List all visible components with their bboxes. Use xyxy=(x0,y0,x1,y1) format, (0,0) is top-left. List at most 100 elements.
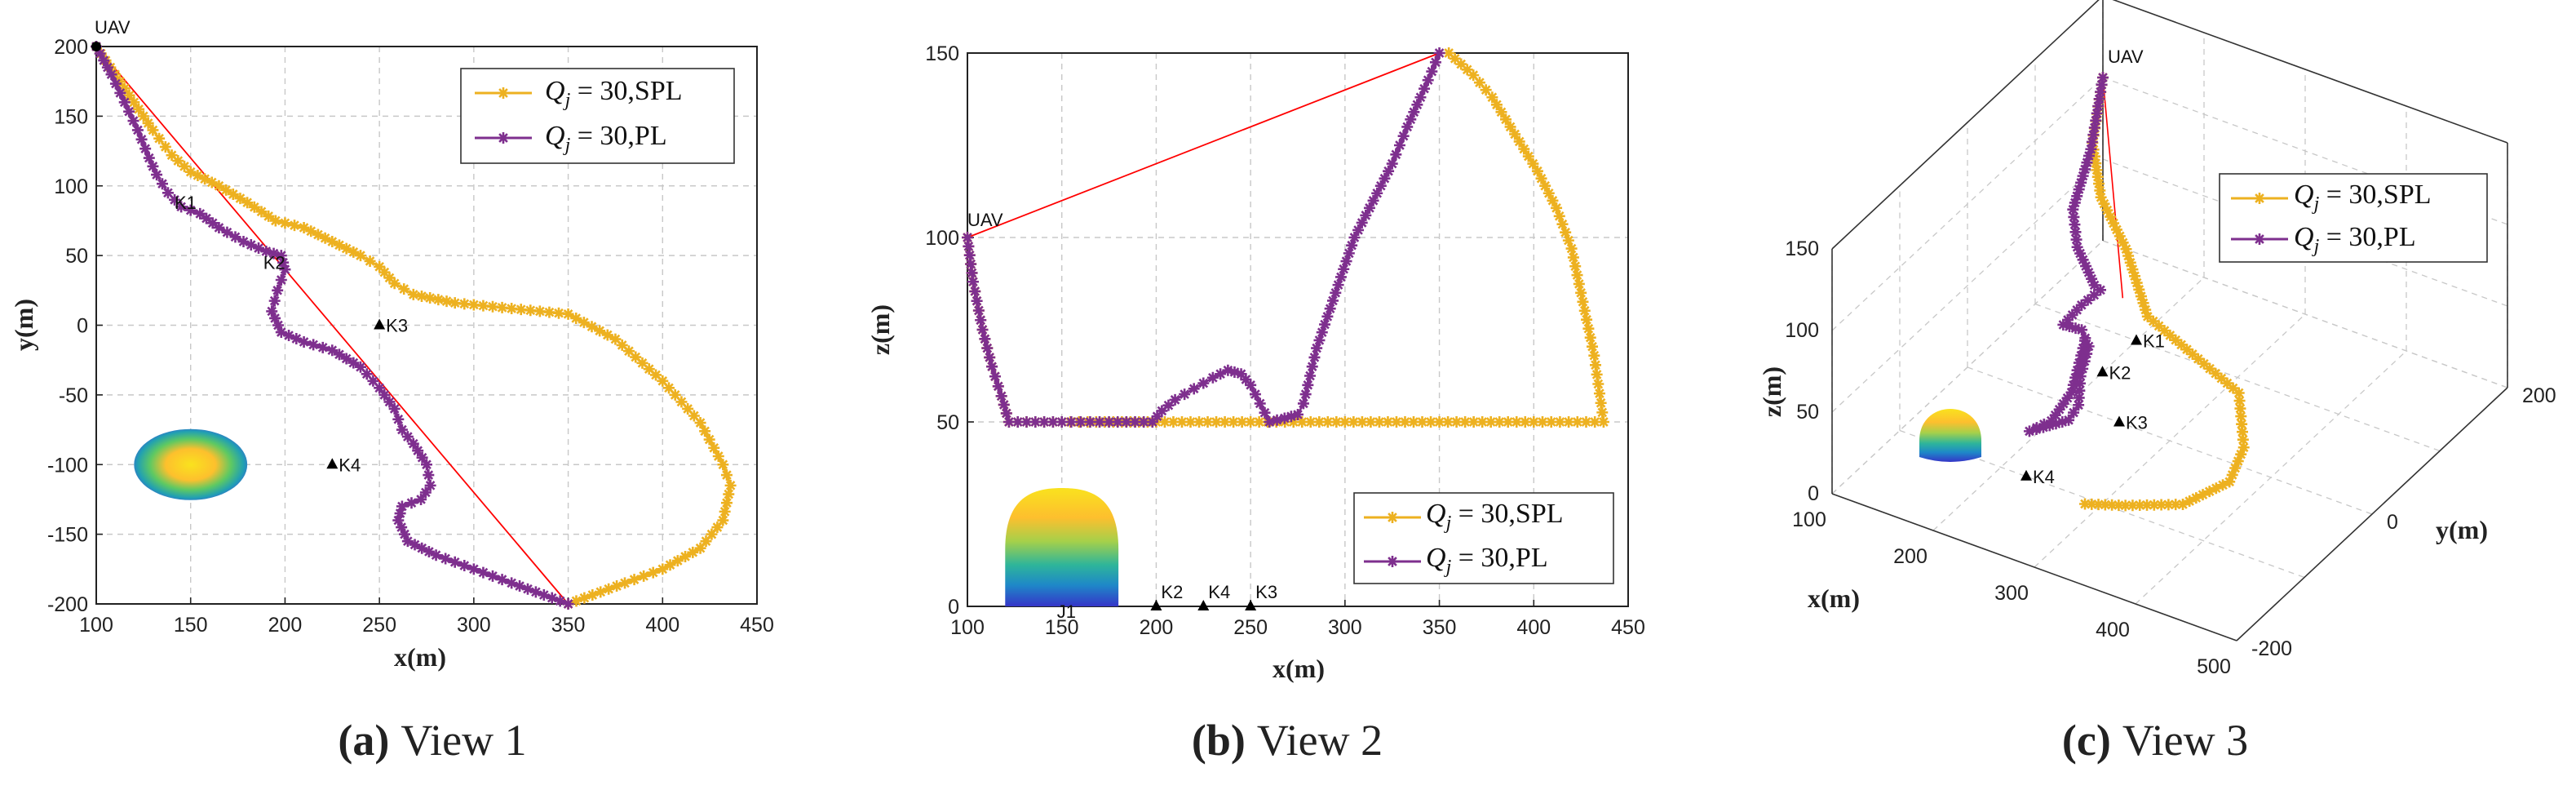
view3-series-pl-point xyxy=(2077,254,2089,266)
legend-sub: j xyxy=(2312,193,2320,215)
view1-series-pl-point xyxy=(213,221,225,233)
view3-xtick-label: 500 xyxy=(2197,655,2231,678)
view3-xtick-label: 100 xyxy=(1792,508,1826,531)
view2-series-spl-point xyxy=(1500,113,1512,126)
view1-series-pl-point xyxy=(394,508,406,520)
view2-series-spl-point xyxy=(1459,416,1472,428)
view1-series-spl-point xyxy=(657,375,669,387)
view1-series-pl-point xyxy=(279,264,291,276)
view3-series-pl-point xyxy=(2081,348,2093,360)
view2-series-spl-point xyxy=(1253,416,1265,428)
view2-series-pl-point xyxy=(1206,371,1219,384)
view1-series-spl-point xyxy=(611,580,623,592)
view2-series-spl-point xyxy=(1348,416,1360,428)
view3-series-pl-point xyxy=(2097,72,2109,83)
view2-series-spl-point xyxy=(1509,128,1521,140)
view1-series-spl-point xyxy=(153,132,166,144)
view3-series-spl-point xyxy=(2197,489,2209,501)
view1-series-pl-point xyxy=(94,47,106,60)
view3-series-pl-point xyxy=(2065,386,2078,398)
view3-series-spl-point xyxy=(2192,353,2204,365)
view3-series-spl-point xyxy=(2093,178,2105,190)
view1-ytick-label: 0 xyxy=(77,315,88,338)
view1-series-spl-point xyxy=(682,402,694,415)
view2-series-pl-point xyxy=(1084,416,1096,428)
legend-rhs: = 30,SPL xyxy=(570,76,682,106)
view1-series-pl-point xyxy=(401,431,414,443)
view2-series-spl-point xyxy=(1494,416,1506,428)
view2-series-pl-point xyxy=(967,276,979,288)
view2-annotations: UAV J1 K2 K4 K3 xyxy=(967,210,1277,622)
view3-series-pl-point xyxy=(2073,392,2085,404)
view3-series-spl-point xyxy=(2094,184,2106,197)
view3-series-pl-point xyxy=(2049,409,2061,421)
view2-label-k2: K2 xyxy=(1161,582,1183,602)
view1-series-pl-point xyxy=(409,539,421,551)
view3-label-k4: K4 xyxy=(2033,467,2055,487)
view1-series-spl-point xyxy=(213,180,225,192)
view2-xtick-label: 350 xyxy=(1423,616,1457,639)
view2-series-spl-point xyxy=(1565,242,1578,255)
view1-series-spl-point xyxy=(415,290,427,302)
view1-ytick-label: -50 xyxy=(59,384,88,407)
view3-series-pl-point xyxy=(2071,364,2083,376)
view3-grid-z xyxy=(1831,158,2104,413)
view2-series-spl-point xyxy=(1236,416,1248,428)
view3-series-spl-point xyxy=(2148,499,2160,511)
view1-series-pl-point xyxy=(184,204,197,216)
view1-marker-uav xyxy=(91,42,101,51)
view3-series-spl-point xyxy=(2217,479,2229,491)
view3-series-pl-point xyxy=(2086,135,2098,148)
view3-series-spl-point xyxy=(2184,495,2196,508)
view3-series-pl-point xyxy=(2067,203,2079,215)
view1-series-pl-point xyxy=(546,592,558,604)
view3-series-spl-point xyxy=(2113,230,2126,242)
view2-series-spl-point xyxy=(1575,286,1587,299)
view1-series-pl-point xyxy=(162,187,174,199)
view3-legend-spl-star xyxy=(2254,193,2265,204)
view1-series-spl-point xyxy=(708,442,720,454)
legend-sub: j xyxy=(563,135,571,156)
view1-xtick-label: 100 xyxy=(79,614,113,637)
view1-series-pl-point xyxy=(392,413,405,425)
legend-q: Q xyxy=(545,121,565,151)
view1-ytick-label: -150 xyxy=(47,524,88,547)
view1-series-pl-point xyxy=(131,124,144,136)
view1-series-spl-point xyxy=(388,277,401,290)
view2-series-spl-point xyxy=(1449,52,1461,64)
view2-series-pl-point xyxy=(1346,239,1358,251)
view2-series-spl-point xyxy=(1330,416,1343,428)
view3-series-spl-point xyxy=(2233,387,2245,399)
view3-grid-y xyxy=(1967,366,2373,515)
view2-series-pl-point xyxy=(998,398,1010,411)
view1-series-pl-point xyxy=(333,348,345,361)
view3-series-pl-point xyxy=(2079,335,2091,347)
view3-marker-k1 xyxy=(2131,334,2142,345)
view2-series-spl-point xyxy=(1399,416,1411,428)
view1-series-spl-point xyxy=(609,333,622,345)
view3-series-spl-point xyxy=(2099,499,2111,511)
view2-series-pl-point xyxy=(1340,255,1352,268)
view2-series-pl-point xyxy=(1254,397,1266,410)
view2-series-spl-point xyxy=(1527,158,1539,170)
view2-series-pl-point xyxy=(1304,370,1317,382)
view1-ytick-label: 100 xyxy=(54,175,88,198)
view3-series-pl-point xyxy=(2075,299,2087,311)
view2-series-pl-point xyxy=(1393,140,1405,151)
view2-series-pl-point xyxy=(1299,388,1312,401)
view1-obstacle xyxy=(134,428,248,500)
view3-series-spl-point xyxy=(2141,310,2153,322)
view1-series-spl-point xyxy=(269,215,281,227)
view3-edge xyxy=(2236,387,2508,641)
view1-series-spl-point xyxy=(128,96,140,109)
view3-series-spl-point xyxy=(2086,498,2098,510)
view3-reference-line xyxy=(2102,77,2124,299)
view1-series-spl-point xyxy=(206,176,218,189)
view1-series-pl-point xyxy=(201,212,212,224)
view2-series-pl-point xyxy=(1003,416,1015,428)
view3-legend-pl-star xyxy=(2254,233,2265,245)
view2-series-spl-point xyxy=(1467,416,1480,428)
view1-xtick-label: 450 xyxy=(740,614,774,637)
view2-series-spl-point xyxy=(1473,77,1485,89)
view1-series-spl-point xyxy=(687,546,699,558)
